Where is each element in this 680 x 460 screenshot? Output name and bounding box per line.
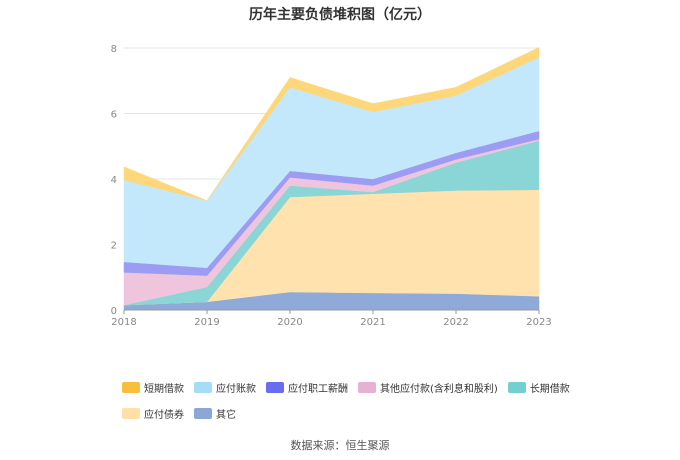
- y-tick-label: 2: [111, 241, 117, 252]
- x-tick-label: 2021: [360, 317, 385, 328]
- legend-label: 应付账款: [216, 384, 256, 395]
- legend-label: 其他应付款(含利息和股利): [380, 384, 498, 395]
- y-tick-label: 0: [111, 306, 117, 317]
- stacked-area-chart: 0 2 4 6 8 2018 2019 2020 2021 2022 2023: [111, 44, 552, 328]
- legend-swatch: [358, 382, 376, 393]
- legend-swatch: [194, 408, 212, 419]
- series-areas: [123, 46, 540, 311]
- legend: 短期借款 应付账款 应付职工薪酬 其他应付款(含利息和股利) 长期借款应付债券 其它: [122, 378, 582, 430]
- x-tick-label: 2018: [111, 317, 136, 328]
- legend-item[interactable]: 应付债券: [122, 406, 184, 421]
- legend-label: 短期借款: [144, 384, 184, 395]
- legend-item[interactable]: 长期借款: [507, 380, 570, 395]
- y-tick-label: 8: [111, 44, 117, 55]
- legend-label: 应付债券: [144, 410, 184, 421]
- y-tick-label: 6: [111, 110, 117, 121]
- legend-swatch: [122, 382, 140, 393]
- legend-swatch: [507, 382, 526, 393]
- chart-title: 历年主要负债堆积图（亿元）: [249, 7, 431, 23]
- legend-item[interactable]: 其它: [194, 406, 236, 421]
- x-tick-label: 2020: [277, 317, 302, 328]
- y-tick-label: 4: [111, 175, 117, 186]
- legend-swatch: [194, 382, 212, 393]
- legend-swatch: [266, 382, 284, 393]
- data-source: 数据来源：恒生聚源: [290, 439, 390, 452]
- x-tick-label: 2022: [443, 317, 468, 328]
- x-tick-label: 2023: [526, 317, 551, 328]
- legend-item[interactable]: 其他应付款(含利息和股利): [358, 380, 498, 395]
- legend-item[interactable]: 应付职工薪酬: [266, 380, 348, 395]
- legend-item[interactable]: 短期借款: [122, 380, 184, 395]
- axes: 0 2 4 6 8 2018 2019 2020 2021 2022 2023: [111, 44, 552, 328]
- legend-label: 应付职工薪酬: [288, 384, 348, 395]
- legend-swatch: [122, 408, 140, 419]
- legend-item[interactable]: 应付账款: [194, 380, 256, 395]
- area-series: [123, 46, 540, 201]
- legend-label: 其它: [216, 410, 236, 421]
- x-tick-label: 2019: [194, 317, 219, 328]
- legend-label: 长期借款: [529, 384, 570, 395]
